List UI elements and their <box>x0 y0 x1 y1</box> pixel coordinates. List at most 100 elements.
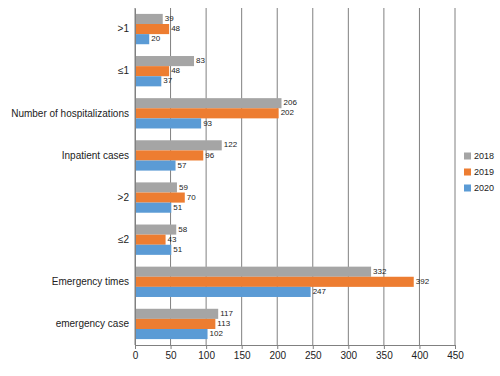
tick-mark <box>242 345 243 349</box>
bar <box>135 319 215 329</box>
series-bars <box>135 24 414 329</box>
legend-item: 2020 <box>464 183 494 193</box>
data-label: 70 <box>187 193 196 202</box>
bar <box>135 150 203 160</box>
tick-label: 300 <box>340 350 357 361</box>
legend-item: 2019 <box>464 167 494 177</box>
tick: 400 <box>412 345 429 361</box>
legend-label: 2020 <box>474 183 494 193</box>
data-label: 93 <box>203 119 212 128</box>
bar <box>135 66 169 76</box>
tick-label: Inpatient cases <box>62 150 129 161</box>
bar <box>135 235 166 245</box>
data-label: 48 <box>171 66 180 75</box>
bar <box>135 182 177 192</box>
tick-mark <box>135 345 136 349</box>
data-label: 43 <box>168 235 177 244</box>
data-label: 51 <box>173 203 182 212</box>
tick: 450 <box>447 345 464 361</box>
tick-label: >1 <box>118 23 130 34</box>
data-label: 113 <box>217 319 230 328</box>
bar <box>135 277 414 287</box>
tick-label: Emergency times <box>52 276 129 287</box>
bar <box>135 24 169 34</box>
legend-item: 2018 <box>464 151 494 161</box>
axis-line <box>135 9 136 346</box>
tick-label: 250 <box>305 350 322 361</box>
data-label: 96 <box>205 151 214 160</box>
bar <box>135 76 161 86</box>
grid-line <box>383 8 384 345</box>
data-label: 206 <box>283 98 297 107</box>
data-label: 20 <box>151 34 160 43</box>
tick-label: 450 <box>447 350 464 361</box>
tick: 200 <box>269 345 286 361</box>
tick: Inpatient cases <box>62 150 135 161</box>
tick: 0 <box>133 345 139 361</box>
legend-swatch <box>464 185 471 192</box>
data-label: 247 <box>313 287 327 296</box>
bar <box>135 309 218 319</box>
tick-label: ≤1 <box>118 65 129 76</box>
chart: 1173325859122206833911339243709620248481… <box>0 0 500 376</box>
tick: >2 <box>118 192 135 203</box>
data-labels: 1173325859122206833911339243709620248481… <box>151 14 429 338</box>
tick-label: ≤2 <box>118 234 129 245</box>
tick-label: emergency case <box>56 318 130 329</box>
bar <box>135 118 201 128</box>
data-label: 51 <box>173 245 182 254</box>
tick: ≤1 <box>118 65 135 76</box>
legend: 2018 2019 2020 <box>464 151 494 193</box>
series-bars <box>135 34 311 339</box>
data-label: 39 <box>165 14 174 23</box>
data-label: 332 <box>373 267 387 276</box>
tick-mark <box>419 345 420 349</box>
tick: Emergency times <box>52 276 135 287</box>
grid-line <box>348 8 349 345</box>
bar <box>135 193 185 203</box>
bar <box>135 108 279 118</box>
grid <box>135 8 455 345</box>
tick: Number of hospitalizations <box>11 108 135 119</box>
bar <box>135 14 163 24</box>
tick-mark <box>313 345 314 349</box>
tick: ≤2 <box>118 234 135 245</box>
bar <box>135 34 149 44</box>
tick: 50 <box>165 345 177 361</box>
legend-label: 2019 <box>474 167 494 177</box>
data-label: 37 <box>163 76 172 85</box>
tick-label: 400 <box>412 350 429 361</box>
bar <box>135 329 208 339</box>
tick: 150 <box>234 345 251 361</box>
grid-line <box>135 8 136 345</box>
bar <box>135 245 171 255</box>
tick-mark <box>348 345 349 349</box>
category-axis: emergency case Emergency times ≤2 >2 Inpatie… <box>11 9 135 346</box>
tick-label: 200 <box>269 350 286 361</box>
data-label: 122 <box>224 140 238 149</box>
bars <box>135 14 414 339</box>
bar <box>135 160 176 170</box>
legend-swatch <box>464 169 471 176</box>
bar <box>135 56 194 66</box>
value-axis: 0 50 100 150 200 250 300 350 400 450 <box>133 345 465 361</box>
tick-mark <box>277 345 278 349</box>
bar <box>135 98 281 108</box>
data-label: 392 <box>416 277 430 286</box>
legend-swatch <box>464 153 471 160</box>
tick-mark <box>171 345 172 349</box>
bar <box>135 225 176 235</box>
tick-mark <box>206 345 207 349</box>
tick: 350 <box>376 345 393 361</box>
data-label: 48 <box>171 24 180 33</box>
tick-mark <box>455 345 456 349</box>
tick: 250 <box>305 345 322 361</box>
grid-line <box>419 8 420 345</box>
data-label: 57 <box>178 161 187 170</box>
bar <box>135 140 222 150</box>
tick-label: 100 <box>198 350 215 361</box>
bar <box>135 203 171 213</box>
tick-label: Number of hospitalizations <box>11 108 129 119</box>
data-label: 83 <box>196 56 205 65</box>
data-label: 59 <box>179 183 188 192</box>
